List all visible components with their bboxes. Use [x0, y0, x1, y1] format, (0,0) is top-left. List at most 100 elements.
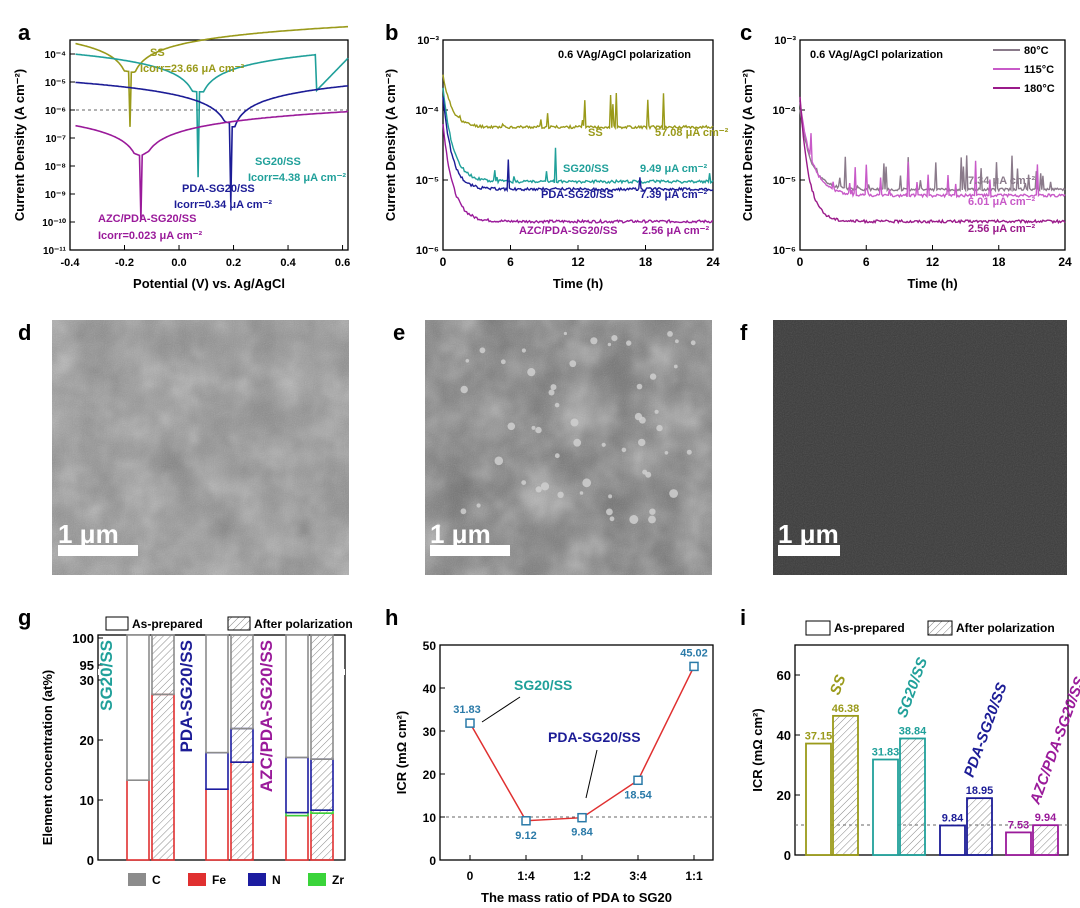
particle	[465, 359, 470, 363]
series-label-AZC/PDA-SG20/SS: AZC/PDA-SG20/SS	[98, 213, 196, 225]
particle	[669, 489, 678, 498]
data-label-1: 9.12	[515, 830, 536, 842]
legend-label-115°C: 115°C	[1024, 64, 1054, 76]
y-tick-label: 10⁻⁷	[45, 134, 66, 145]
x-tick-label: 0	[440, 255, 447, 269]
trace-AZC/PDA-SG20/SS	[442, 123, 713, 225]
x-tick-label: 0	[797, 255, 804, 269]
legend-swatch-C	[128, 873, 146, 886]
particle	[690, 340, 696, 346]
bar-N-AZC/PDA-SG20/SS-As-prepared	[285, 756, 309, 814]
y-axis-label: Current Density (A cm⁻²)	[383, 69, 398, 221]
bar-Fe-SG20/SS-After polarization	[151, 693, 175, 861]
plot-frame	[439, 644, 714, 861]
particle	[601, 442, 606, 447]
y-tick-label: 10⁻⁵	[45, 78, 66, 89]
particle	[656, 424, 663, 432]
bar-SS-After polarization	[832, 714, 859, 856]
series-label-SG20/SS: SG20/SS	[563, 163, 609, 175]
curve-PDA-SG20/SS	[75, 81, 349, 203]
y-tick-label: 10⁻¹¹	[43, 246, 67, 257]
bar-C-AZC/PDA-SG20/SS-After polarization	[310, 634, 334, 760]
y-tick-label: 10⁻⁴	[773, 105, 796, 117]
x-axis-label: Time (h)	[907, 276, 957, 291]
panel-letter-a: a	[18, 20, 31, 45]
group-label-2: AZC/PDA-SG20/SS	[257, 640, 276, 792]
bar-C-SG20/SS-After polarization	[151, 634, 175, 696]
particle	[535, 486, 542, 493]
particle	[460, 508, 467, 515]
x-tick-label: 0	[467, 869, 474, 883]
particle	[608, 494, 613, 499]
y-tick-label: 20	[423, 768, 437, 782]
bar-C-PDA-SG20/SS-As-prepared	[205, 634, 229, 754]
x-tick-label: -0.2	[115, 257, 134, 269]
y-tick-label: 30	[80, 673, 94, 688]
bar-Fe-SG20/SS-As-prepared	[126, 779, 150, 861]
bar-Fe-PDA-SG20/SS-As-prepared	[205, 788, 229, 861]
bar-label-PDA-SG20/SS-After polarization: 18.95	[966, 785, 994, 797]
y-tick-label: 0	[429, 854, 436, 868]
particle	[629, 515, 639, 524]
trace-SS	[442, 74, 714, 131]
value-label-115°C: 6.01 μA cm⁻²	[968, 196, 1035, 208]
annotation-pda: PDA-SG20/SS	[548, 729, 641, 745]
x-axis-label: Time (h)	[553, 276, 603, 291]
y-tick-label: 10⁻⁵	[416, 175, 439, 187]
x-tick-label: 1:1	[685, 869, 703, 883]
bar-SG20/SS-After polarization	[899, 737, 926, 856]
trace-180°C	[799, 96, 1066, 225]
chart-a-tafel: -0.4 -0.2 0.0 0.2 0.4 0.6 10⁻¹¹ 10⁻¹⁰ 10⁻⁹ 10⁻⁸ 10…	[12, 25, 350, 291]
particle	[579, 491, 584, 495]
value-label-80°C: 7.34 μA cm⁻²	[968, 175, 1035, 187]
sem-image-f: 1 μm	[773, 320, 1067, 575]
y-tick-label: 10⁻³	[774, 35, 796, 47]
x-tick-label: 1:4	[517, 869, 535, 883]
data-point-1	[521, 816, 531, 826]
legend-label-180°C: 180°C	[1024, 83, 1055, 95]
particle	[548, 389, 555, 396]
panel-letter-f: f	[740, 320, 748, 345]
legend-label-80°C: 80°C	[1024, 45, 1049, 57]
category-label-2: PDA-SG20/SS	[961, 680, 1011, 779]
x-tick-label: 6	[863, 255, 870, 269]
x-tick-label: 1:2	[573, 869, 591, 883]
data-point-2	[577, 812, 587, 823]
bar-label-AZC/PDA-SG20/SS-After polarization: 9.94	[1035, 812, 1057, 824]
legend-swatch-Zr	[308, 873, 326, 886]
panel-letter-i: i	[740, 605, 746, 630]
y-tick-label: 10⁻¹⁰	[42, 218, 66, 229]
series-label-SS: SS	[150, 47, 165, 59]
icorr-label-AZC/PDA-SG20/SS: Icorr=0.023 μA cm⁻²	[98, 230, 202, 242]
annotation-arrow-pda	[585, 749, 598, 799]
sem-image-d: 1 μm	[52, 320, 349, 575]
scale-bar-d	[58, 545, 138, 556]
group-label-1: PDA-SG20/SS	[177, 640, 196, 752]
particle	[494, 456, 504, 466]
plot-frame	[442, 39, 714, 251]
y-tick-label: 10	[423, 811, 437, 825]
x-tick-label: 0.2	[226, 257, 241, 269]
particle	[654, 409, 659, 414]
x-axis-label: The mass ratio of PDA to SG20	[481, 890, 672, 905]
panel-letter-c: c	[740, 20, 752, 45]
data-label-4: 45.02	[680, 647, 708, 659]
x-tick-label: 18	[639, 255, 653, 269]
chart-i-icr: 0 20 40 60 ICR (mΩ cm²) 37.15 46.38 SS 31.83 38.8…	[750, 620, 1080, 863]
x-tick-label: 12	[571, 255, 585, 269]
bar-label-PDA-SG20/SS-As-prepared: 9.84	[942, 812, 964, 824]
curve-SS	[75, 25, 348, 127]
bar-SG20/SS-As-prepared	[872, 758, 899, 856]
particle	[521, 480, 527, 485]
group-label-0: SG20/SS	[97, 640, 116, 711]
trace-80°C	[799, 109, 1066, 193]
legend-label-C: C	[152, 873, 161, 887]
bar-Fe-AZC/PDA-SG20/SS-After polarization	[310, 812, 334, 861]
y-tick-label: 10⁻⁶	[416, 245, 439, 257]
y-tick-label: 10⁻⁹	[45, 190, 66, 201]
scale-bar-e	[430, 545, 510, 556]
legend-swatch-0	[805, 620, 831, 636]
particle	[554, 402, 560, 408]
y-axis-label: Element concentration (at%)	[40, 670, 55, 846]
